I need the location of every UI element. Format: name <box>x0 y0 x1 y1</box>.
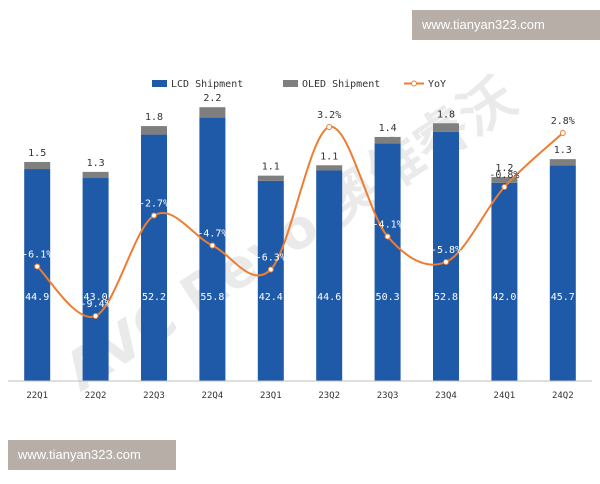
lcd-bar-22Q1 <box>24 169 51 381</box>
lcd-bar-22Q2 <box>82 178 109 381</box>
lcd-bar-22Q3 <box>141 134 167 381</box>
legend-label-2: YoY <box>428 79 446 90</box>
oled-label-23Q3: 1.4 <box>379 123 397 134</box>
oled-bar-23Q1 <box>257 175 284 181</box>
oled-label-23Q1: 1.1 <box>262 162 280 173</box>
oled-bar-23Q4 <box>433 123 459 132</box>
oled-label-23Q2: 1.1 <box>320 151 338 162</box>
yoy-line-layer <box>34 124 566 319</box>
yoy-point-23Q1 <box>267 266 274 273</box>
lcd-label-23Q2: 44.6 <box>317 292 341 303</box>
lcd-label-22Q4: 55.8 <box>200 292 224 303</box>
x-tick-label-22Q1: 22Q1 <box>26 391 48 401</box>
yoy-label-23Q2: 3.2% <box>317 110 341 121</box>
x-tick-label-23Q2: 23Q2 <box>318 391 340 401</box>
oled-bar-23Q2 <box>316 165 343 171</box>
x-tick-label-22Q3: 22Q3 <box>143 391 165 401</box>
yoy-label-23Q1: -6.3% <box>256 253 286 264</box>
lcd-label-23Q1: 42.4 <box>259 292 283 303</box>
yoy-label-24Q2: 2.8% <box>551 116 575 127</box>
yoy-label-24Q1: -0.8% <box>489 170 519 181</box>
yoy-point-23Q3 <box>384 233 391 240</box>
oled-bar-22Q4 <box>199 107 226 118</box>
lcd-label-24Q2: 45.7 <box>551 292 575 303</box>
yoy-label-23Q4: -5.8% <box>431 245 461 256</box>
yoy-line <box>36 125 564 318</box>
oled-label-23Q4: 1.8 <box>437 109 455 120</box>
oled-bar-24Q2 <box>549 159 576 166</box>
x-tick-label-24Q1: 24Q1 <box>494 391 516 401</box>
lcd-label-22Q1: 44.9 <box>25 292 49 303</box>
oled-bar-22Q2 <box>82 171 109 179</box>
yoy-label-22Q3: -2.7% <box>139 199 169 210</box>
yoy-point-23Q4 <box>443 259 449 265</box>
yoy-label-23Q3: -4.1% <box>373 220 403 231</box>
x-tick-label-23Q1: 23Q1 <box>260 391 282 401</box>
oled-bar-22Q3 <box>141 126 167 135</box>
lcd-label-23Q3: 50.3 <box>376 292 400 303</box>
lcd-label-22Q2: 43.0 <box>84 292 108 303</box>
legend-label-0: LCD Shipment <box>171 79 243 90</box>
yoy-label-22Q4: -4.7% <box>197 229 227 240</box>
data-labels-layer: 1.5 44.9 1.3 43.0 1.8 52.2 2.2 55.8 1.1 42.4 1.1 44… <box>22 93 575 310</box>
yoy-point-24Q2 <box>559 130 566 136</box>
oled-label-22Q3: 1.8 <box>145 112 163 123</box>
oled-label-22Q4: 2.2 <box>203 93 221 104</box>
oled-bar-24Q1 <box>491 177 518 183</box>
lcd-label-23Q4: 52.8 <box>434 292 458 303</box>
lcd-bar-22Q4 <box>199 117 226 381</box>
x-tick-label-23Q4: 23Q4 <box>435 391 457 401</box>
yoy-point-24Q1 <box>501 184 508 190</box>
lcd-bar-23Q3 <box>374 143 401 381</box>
watermark-url-top: www.tianyan323.com <box>412 10 600 40</box>
yoy-point-22Q3 <box>151 212 157 219</box>
lcd-label-22Q3: 52.2 <box>142 292 166 303</box>
legend-label-1: OLED Shipment <box>302 79 380 90</box>
lcd-bar-24Q2 <box>549 165 576 381</box>
lcd-label-24Q1: 42.0 <box>492 292 516 303</box>
legend-swatch-0 <box>152 80 167 87</box>
oled-bar-23Q3 <box>374 136 401 144</box>
x-axis: 22Q1 22Q2 22Q3 22Q4 23Q1 23Q2 23Q3 23Q4 24Q1 24Q2 <box>8 380 592 401</box>
legend-marker-2 <box>411 80 417 87</box>
legend-swatch-1 <box>283 80 298 87</box>
yoy-point-22Q2 <box>92 313 99 319</box>
x-tick-label-22Q4: 22Q4 <box>202 391 224 401</box>
oled-bar-22Q1 <box>24 161 51 170</box>
oled-label-22Q2: 1.3 <box>87 158 105 169</box>
yoy-point-22Q1 <box>34 263 41 270</box>
x-tick-label-22Q2: 22Q2 <box>85 391 107 401</box>
x-tick-label-23Q3: 23Q3 <box>377 391 399 401</box>
yoy-point-22Q4 <box>209 242 216 249</box>
legend: LCD Shipment OLED Shipment YoY <box>152 79 446 90</box>
yoy-label-22Q1: -6.1% <box>22 250 52 261</box>
oled-label-22Q1: 1.5 <box>28 148 46 159</box>
x-tick-label-24Q2: 24Q2 <box>552 391 574 401</box>
oled-label-24Q1: 1.2 <box>495 163 513 174</box>
oled-label-24Q2: 1.3 <box>554 145 572 156</box>
yoy-point-23Q2 <box>326 124 333 130</box>
yoy-label-22Q2: -9.4% <box>81 299 111 310</box>
lcd-bar-23Q1 <box>257 180 284 381</box>
lcd-bar-24Q1 <box>491 182 518 381</box>
watermark-url-bottom: www.tianyan323.com <box>8 440 176 470</box>
lcd-bar-23Q2 <box>316 170 343 381</box>
